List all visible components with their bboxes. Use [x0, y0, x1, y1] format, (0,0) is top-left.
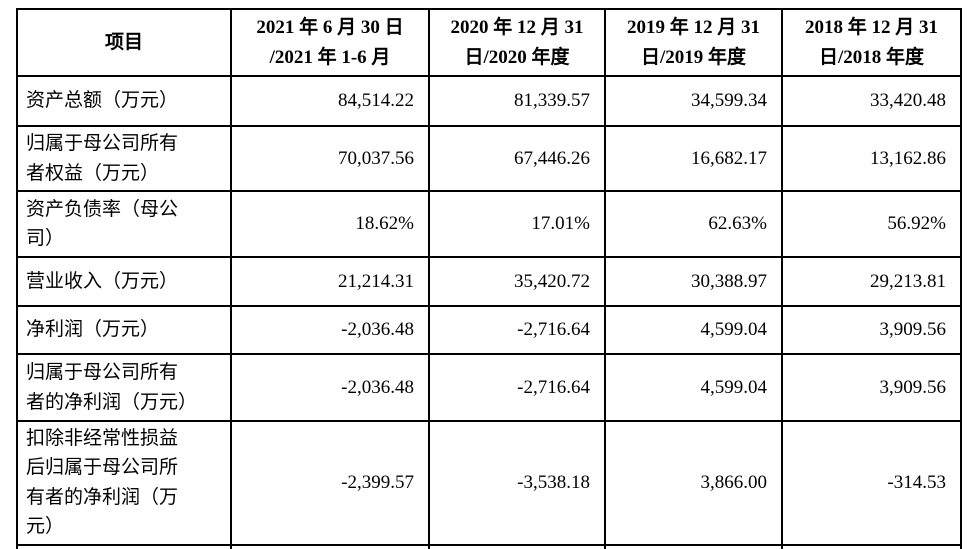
cell-value: -2,036.48: [230, 353, 430, 422]
cell-value: 3,909.56: [781, 305, 962, 355]
cell-value: 3,866.00: [604, 420, 783, 546]
cell-value: 16,682.17: [604, 125, 783, 192]
cell-value: 13,162.86: [781, 125, 962, 192]
cell-value: 18.62%: [230, 190, 430, 258]
column-header-2021: 2021 年 6 月 30 日 /2021 年 1-6 月: [230, 8, 430, 77]
cell-value: -2,036.48: [230, 305, 430, 355]
cell-value: 17.01%: [428, 190, 606, 258]
cell-value: -3,538.18: [428, 420, 606, 546]
cell-value: -2,399.57: [230, 420, 430, 546]
column-header-2019: 2019 年 12 月 31 日/2019 年度: [604, 8, 783, 77]
table-header-row: 项目 2021 年 6 月 30 日 /2021 年 1-6 月 2020 年 …: [16, 8, 962, 77]
cell-value: 34,599.34: [604, 75, 783, 127]
table-row-net-profit: 净利润（万元） -2,036.48 -2,716.64 4,599.04 3,9…: [16, 305, 962, 355]
row-label: 资产总额（万元）: [16, 75, 232, 127]
cell-value: 30,388.97: [604, 256, 783, 307]
table-row-revenue: 营业收入（万元） 21,214.31 35,420.72 30,388.97 2…: [16, 256, 962, 307]
table-row-total-assets: 资产总额（万元） 84,514.22 81,339.57 34,599.34 3…: [16, 75, 962, 127]
table-row-debt-ratio: 资产负债率（母公 司） 18.62% 17.01% 62.63% 56.92%: [16, 190, 962, 258]
cell-value: [230, 543, 430, 549]
cell-value: 70,037.56: [230, 125, 430, 192]
cell-value: 56.92%: [781, 190, 962, 258]
cell-value: 84,514.22: [230, 75, 430, 127]
row-label: 营业收入（万元）: [16, 256, 232, 307]
cell-value: 81,339.57: [428, 75, 606, 127]
table-row-adjusted-net-profit: 扣除非经常性损益 后归属于母公司所 有者的净利润（万 元） -2,399.57 …: [16, 420, 962, 546]
row-label: 归属于母公司所有 者的净利润（万元）: [16, 353, 232, 422]
row-label: 净利润（万元）: [16, 305, 232, 355]
column-header-item: 项目: [16, 8, 232, 77]
cell-value: 67,446.26: [428, 125, 606, 192]
cell-value: -314.53: [781, 420, 962, 546]
table-row-parent-equity: 归属于母公司所有 者权益（万元） 70,037.56 67,446.26 16,…: [16, 125, 962, 192]
cell-value: [781, 543, 962, 549]
table-row-partial: [16, 543, 962, 549]
cell-value: [428, 543, 606, 549]
row-label: 扣除非经常性损益 后归属于母公司所 有者的净利润（万 元）: [16, 420, 232, 546]
column-header-2018: 2018 年 12 月 31 日/2018 年度: [781, 8, 962, 77]
cell-value: [604, 543, 783, 549]
cell-value: 33,420.48: [781, 75, 962, 127]
row-label: 资产负债率（母公 司）: [16, 190, 232, 258]
cell-value: 3,909.56: [781, 353, 962, 422]
cell-value: 62.63%: [604, 190, 783, 258]
row-label: 归属于母公司所有 者权益（万元）: [16, 125, 232, 192]
cell-value: 4,599.04: [604, 305, 783, 355]
cell-value: 21,214.31: [230, 256, 430, 307]
table-row-parent-net-profit: 归属于母公司所有 者的净利润（万元） -2,036.48 -2,716.64 4…: [16, 353, 962, 422]
cell-value: 4,599.04: [604, 353, 783, 422]
cell-value: -2,716.64: [428, 305, 606, 355]
cell-value: 35,420.72: [428, 256, 606, 307]
column-header-2020: 2020 年 12 月 31 日/2020 年度: [428, 8, 606, 77]
cell-value: 29,213.81: [781, 256, 962, 307]
financial-summary-table: 项目 2021 年 6 月 30 日 /2021 年 1-6 月 2020 年 …: [16, 8, 962, 549]
row-label: [16, 543, 232, 549]
cell-value: -2,716.64: [428, 353, 606, 422]
